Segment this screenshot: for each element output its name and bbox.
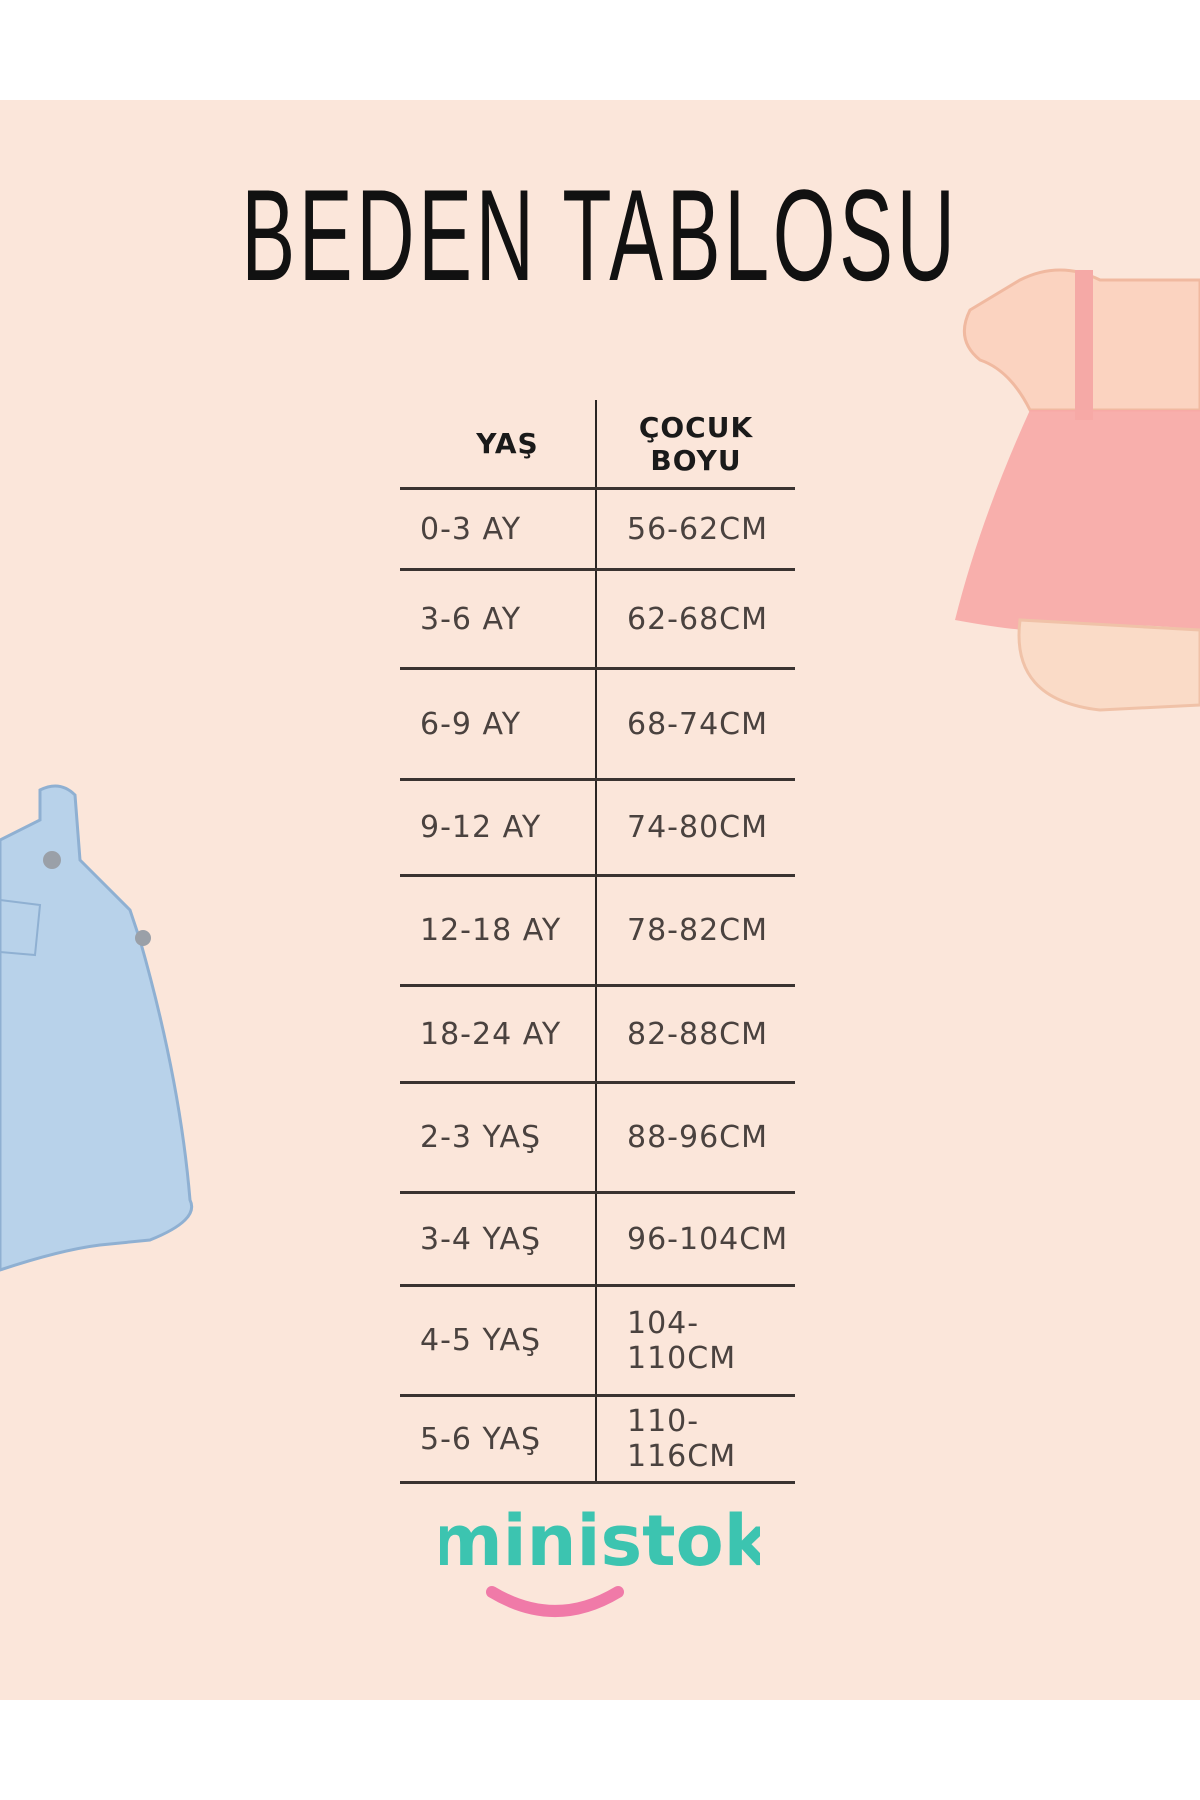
- page-title: BEDEN TABLOSU: [241, 162, 959, 308]
- age-cell: 2-3 YAŞ: [420, 1120, 542, 1155]
- height-cell: 78-82CM: [595, 877, 795, 984]
- header-height: ÇOCUK BOYU: [595, 400, 795, 487]
- age-cell: 0-3 AY: [420, 511, 522, 547]
- dress-illustration: [955, 268, 1200, 712]
- height-cell: 68-74CM: [595, 670, 795, 778]
- header-height-line2: BOYU: [650, 443, 742, 477]
- age-cell: 4-5 YAŞ: [420, 1323, 542, 1358]
- age-cell: 5-6 YAŞ: [420, 1421, 542, 1457]
- table-row: 3-6 AY 62-68CM: [400, 571, 795, 670]
- height-cell: 62-68CM: [595, 571, 795, 667]
- table-row: 5-6 YAŞ 110-116CM: [400, 1397, 795, 1484]
- overalls-illustration: [0, 784, 193, 1272]
- table-row: 4-5 YAŞ 104-110CM: [400, 1287, 795, 1397]
- logo-text: ministok: [440, 1500, 760, 1582]
- age-cell: 3-4 YAŞ: [420, 1221, 542, 1257]
- header-age: YAŞ: [476, 427, 539, 460]
- logo-smile-icon: [486, 1586, 624, 1617]
- table-row: 18-24 AY 82-88CM: [400, 987, 795, 1084]
- table-row: 0-3 AY 56-62CM: [400, 490, 795, 571]
- height-cell: 110-116CM: [595, 1397, 795, 1481]
- table-header: YAŞ ÇOCUK BOYU: [400, 400, 795, 490]
- size-table: YAŞ ÇOCUK BOYU 0-3 AY 56-62CM 3-6 AY 62-68C…: [400, 400, 795, 1484]
- table-row: 2-3 YAŞ 88-96CM: [400, 1084, 795, 1194]
- age-cell: 6-9 AY: [420, 706, 522, 742]
- table-row: 12-18 AY 78-82CM: [400, 877, 795, 987]
- height-cell: 88-96CM: [595, 1084, 795, 1191]
- age-cell: 3-6 AY: [420, 601, 522, 637]
- header-height-line1: ÇOCUK: [638, 410, 754, 444]
- age-cell: 9-12 AY: [420, 810, 542, 845]
- height-cell: 104-110CM: [595, 1287, 795, 1394]
- height-cell: 56-62CM: [595, 490, 795, 568]
- height-cell: 96-104CM: [595, 1194, 795, 1284]
- table-row: 6-9 AY 68-74CM: [400, 670, 795, 781]
- table-row: 3-4 YAŞ 96-104CM: [400, 1194, 795, 1287]
- age-cell: 18-24 AY: [420, 1016, 562, 1052]
- height-cell: 74-80CM: [595, 781, 795, 874]
- table-row: 9-12 AY 74-80CM: [400, 781, 795, 877]
- ministok-logo: ministok: [440, 1500, 760, 1617]
- age-cell: 12-18 AY: [420, 913, 562, 948]
- height-cell: 82-88CM: [595, 987, 795, 1081]
